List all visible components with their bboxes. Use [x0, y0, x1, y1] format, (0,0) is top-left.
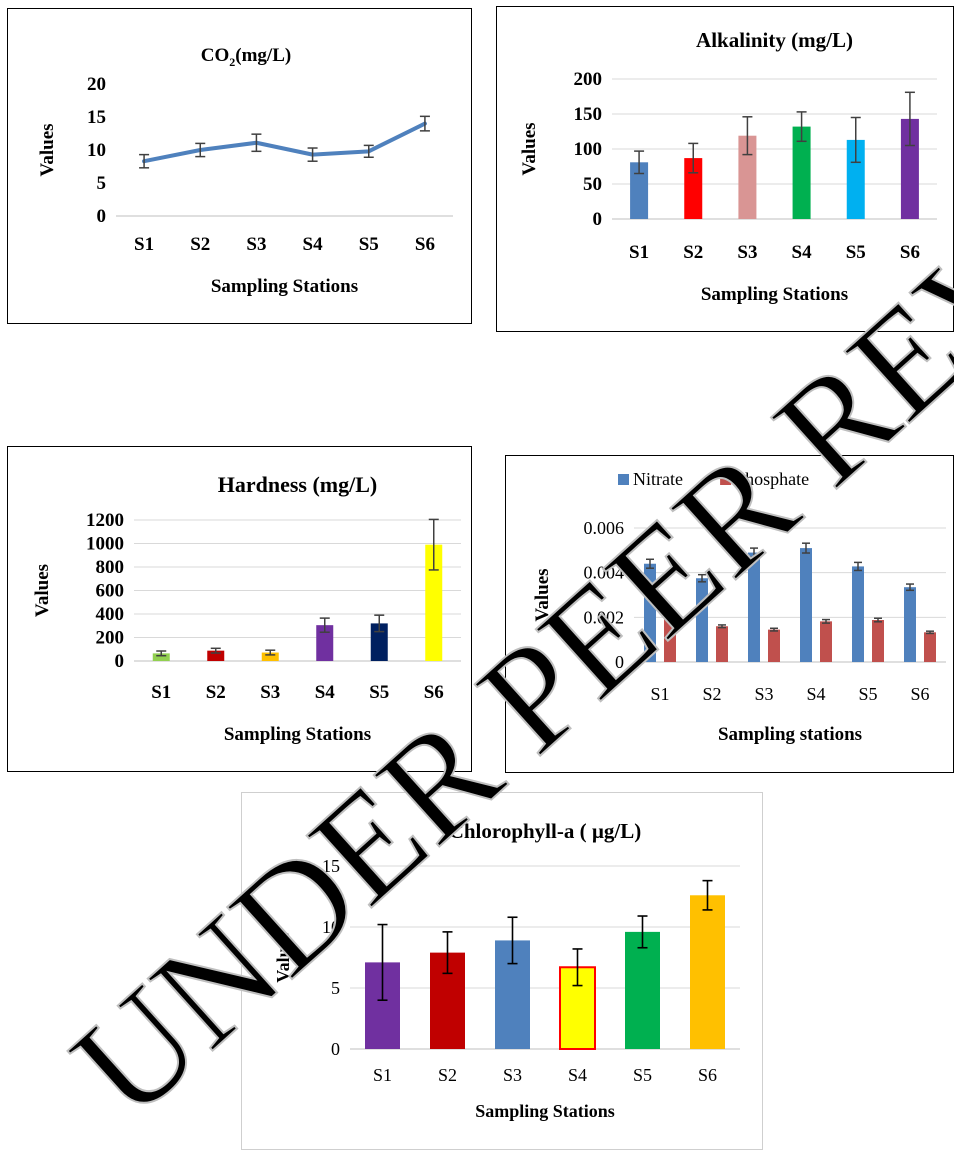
nutrients-x-axis-label: Sampling stations — [718, 724, 862, 745]
alkalinity-category-label: S4 — [792, 242, 813, 263]
alkalinity-category-label: S1 — [629, 242, 649, 263]
chlorophyll-category-label: S2 — [438, 1065, 457, 1085]
chlorophyll-category-label: S3 — [503, 1065, 522, 1085]
nutrients-bar — [872, 620, 884, 662]
hardness-category-label: S3 — [260, 682, 280, 703]
co2-chart-title: CO2(mg/L) — [201, 45, 291, 69]
nutrients-bar — [820, 621, 832, 662]
chlorophyll-chart: Chlorophyll-a ( µg/L) 0 5 10 15 S1 S2 S3 S4 S5 S6 S… — [242, 793, 764, 1151]
hardness-category-label: S6 — [424, 682, 444, 703]
hardness-category-label: S1 — [151, 682, 171, 703]
hardness-ytick-label: 400 — [96, 604, 125, 625]
nutrients-category-label: S1 — [650, 684, 669, 704]
nutrients-category-label: S3 — [754, 684, 773, 704]
alkalinity-ytick-label: 150 — [574, 104, 603, 125]
chlorophyll-y-axis-label: Values — [273, 932, 293, 982]
nutrients-legend-swatch — [618, 474, 629, 485]
nutrients-legend-label: Nitrate — [633, 469, 683, 489]
co2-ytick-label: 20 — [87, 74, 106, 95]
alkalinity-category-label: S6 — [900, 242, 920, 263]
hardness-x-axis-label: Sampling Stations — [224, 724, 371, 745]
chlorophyll-category-label: S5 — [633, 1065, 652, 1085]
alkalinity-chart-panel: Alkalinity (mg/L) 0 50 100 150 200 S1 S2 S3 S4 S5 S… — [496, 6, 954, 332]
nutrients-bar — [768, 630, 780, 662]
alkalinity-y-axis-label: Values — [519, 122, 540, 175]
co2-category-label: S4 — [303, 234, 324, 255]
chlorophyll-x-axis-label: Sampling Stations — [475, 1101, 615, 1121]
nutrients-category-label: S2 — [702, 684, 721, 704]
nutrients-legend-label: Phosphate — [735, 469, 809, 489]
alkalinity-ytick-label: 200 — [574, 69, 603, 90]
alkalinity-ytick-label: 50 — [583, 174, 602, 195]
hardness-ytick-label: 200 — [96, 628, 125, 649]
chlorophyll-bar — [625, 932, 660, 1049]
hardness-category-label: S4 — [315, 682, 336, 703]
hardness-ytick-label: 1000 — [86, 534, 124, 555]
alkalinity-category-label: S2 — [683, 242, 703, 263]
nutrients-bar — [696, 578, 708, 662]
alkalinity-ytick-label: 0 — [593, 209, 603, 230]
co2-chart-panel: CO2(mg/L) 0 5 10 15 20 S1 S2 S3 S4 S5 S6 Sampling S… — [7, 8, 472, 324]
nutrients-legend-swatch — [720, 474, 731, 485]
hardness-ytick-label: 800 — [96, 557, 125, 578]
co2-ytick-label: 10 — [87, 140, 106, 161]
nutrients-ytick-label: 0.002 — [584, 607, 625, 627]
hardness-ytick-label: 0 — [115, 651, 125, 672]
chlorophyll-ytick-label: 15 — [322, 856, 340, 876]
co2-ytick-label: 5 — [97, 173, 107, 194]
alkalinity-ytick-label: 100 — [574, 139, 603, 160]
nutrients-bar — [924, 632, 936, 662]
hardness-ytick-label: 1200 — [86, 510, 124, 531]
nutrients-ytick-label: 0.004 — [584, 563, 625, 583]
chlorophyll-bar — [690, 895, 725, 1049]
nutrients-chart: 0 0.002 0.004 0.006 S1 S2 S3 S4 S5 S6 Sampling sta… — [506, 456, 954, 774]
nutrients-category-label: S6 — [910, 684, 929, 704]
alkalinity-x-axis-label: Sampling Stations — [701, 284, 848, 305]
hardness-ytick-label: 600 — [96, 581, 125, 602]
nutrients-bar — [800, 548, 812, 662]
nutrients-category-label: S4 — [806, 684, 825, 704]
alkalinity-chart-title: Alkalinity (mg/L) — [696, 28, 853, 52]
co2-series-line — [144, 124, 425, 162]
nutrients-bar — [644, 564, 656, 662]
nutrients-bar — [904, 587, 916, 662]
co2-x-axis-label: Sampling Stations — [211, 276, 358, 297]
nutrients-bar — [748, 553, 760, 662]
alkalinity-chart: Alkalinity (mg/L) 0 50 100 150 200 S1 S2 S3 S4 S5 S… — [497, 7, 954, 333]
hardness-chart-title: Hardness (mg/L) — [218, 472, 378, 497]
nutrients-y-axis-label: Values — [532, 568, 553, 621]
co2-ytick-label: 0 — [97, 206, 107, 227]
hardness-y-axis-label: Values — [32, 564, 53, 617]
nutrients-ytick-label: 0.006 — [584, 518, 625, 538]
chlorophyll-category-label: S6 — [698, 1065, 717, 1085]
chlorophyll-ytick-label: 5 — [331, 978, 340, 998]
chlorophyll-category-label: S4 — [568, 1065, 587, 1085]
co2-ytick-label: 15 — [87, 107, 106, 128]
hardness-category-label: S2 — [206, 682, 226, 703]
co2-y-axis-label: Values — [37, 123, 58, 176]
co2-category-label: S5 — [359, 234, 379, 255]
co2-category-label: S6 — [415, 234, 435, 255]
nutrients-bar — [664, 618, 676, 662]
chlorophyll-category-label: S1 — [373, 1065, 392, 1085]
nutrients-bar — [716, 626, 728, 662]
alkalinity-category-label: S5 — [846, 242, 866, 263]
nutrients-chart-panel: 0 0.002 0.004 0.006 S1 S2 S3 S4 S5 S6 Sampling sta… — [505, 455, 954, 773]
nutrients-ytick-label: 0 — [615, 652, 624, 672]
chlorophyll-chart-panel: Chlorophyll-a ( µg/L) 0 5 10 15 S1 S2 S3 S4 S5 S6 S… — [241, 792, 763, 1150]
chlorophyll-chart-title: Chlorophyll-a ( µg/L) — [449, 819, 642, 843]
co2-category-label: S2 — [190, 234, 210, 255]
chlorophyll-ytick-label: 10 — [322, 917, 340, 937]
alkalinity-category-label: S3 — [737, 242, 757, 263]
co2-category-label: S3 — [246, 234, 266, 255]
chlorophyll-ytick-label: 0 — [331, 1039, 340, 1059]
hardness-category-label: S5 — [369, 682, 389, 703]
co2-category-label: S1 — [134, 234, 154, 255]
co2-chart: CO2(mg/L) 0 5 10 15 20 S1 S2 S3 S4 S5 S6 Sampling S… — [8, 9, 473, 325]
nutrients-category-label: S5 — [858, 684, 877, 704]
nutrients-bar — [852, 566, 864, 662]
